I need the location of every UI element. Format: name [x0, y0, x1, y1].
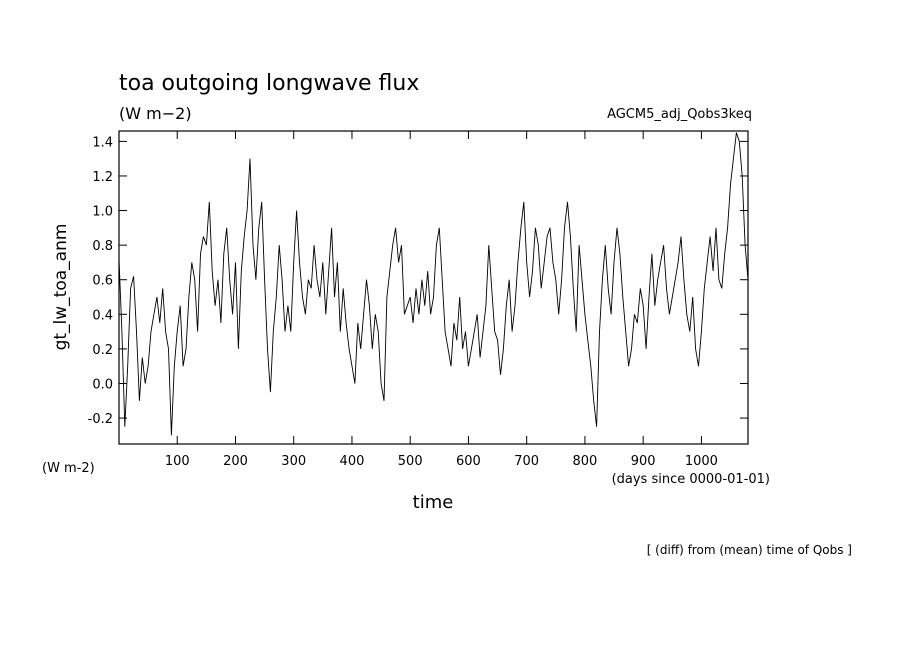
data-line	[118, 132, 749, 436]
x-tick-label: 1000	[685, 454, 718, 469]
x-tick-label: 600	[456, 454, 481, 469]
chart-title: toa outgoing longwave flux	[119, 71, 419, 96]
x-axis-label: time	[413, 492, 454, 513]
y-axis-label: gt_lw_toa_anm	[51, 224, 71, 351]
y-tick-label: 1.4	[92, 135, 113, 150]
y-tick-label: 1.0	[92, 205, 113, 220]
y-tick-label: 0.2	[92, 343, 113, 358]
chart-subtitle: (W m−2)	[119, 104, 192, 123]
y-tick-label: 1.2	[92, 170, 113, 185]
y-tick-label: 0.8	[92, 239, 113, 254]
x-tick-label: 800	[573, 454, 598, 469]
x-tick-label: 300	[281, 454, 306, 469]
note: [ (diff) from (mean) time of Qobs ]	[647, 543, 852, 557]
y-tick-label: 0.0	[92, 377, 113, 392]
x-tick-label: 700	[514, 454, 539, 469]
y-tick-label: 0.4	[92, 308, 113, 323]
plot-frame	[118, 130, 749, 445]
y-tick-label: 0.6	[92, 274, 113, 289]
x-tick-label: 400	[340, 454, 365, 469]
x-units: (days since 0000-01-01)	[612, 472, 770, 487]
x-tick-label: 100	[165, 454, 190, 469]
x-tick-label: 200	[223, 454, 248, 469]
x-tick-label: 900	[631, 454, 656, 469]
x-tick-label: 500	[398, 454, 423, 469]
run-label: AGCM5_adj_Qobs3keq	[607, 107, 752, 122]
y-units: (W m-2)	[42, 461, 95, 476]
y-tick-label: -0.2	[88, 412, 113, 427]
